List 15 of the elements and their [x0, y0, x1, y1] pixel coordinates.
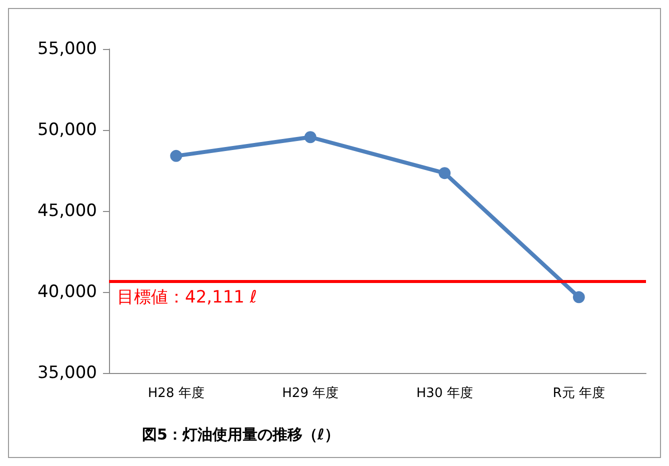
text: 図5：灯油使用量の推移（ℓ） [142, 426, 340, 444]
y-tick-label: 55,000 [38, 39, 97, 59]
point [438, 167, 451, 180]
x-tick-label: R元 年度 [552, 385, 605, 401]
point [304, 131, 316, 144]
y-tick-label: 35,000 [38, 363, 97, 383]
y-tick-label: 45,000 [38, 201, 97, 221]
y-tick-label: 50,000 [38, 120, 97, 140]
x-tick-label: H30 年度 [416, 385, 473, 401]
x-tick-label: H29 年度 [282, 385, 339, 401]
point [572, 291, 585, 304]
ref-line-label: 目標値：42,111 ℓ [117, 288, 257, 308]
y-tick-label: 40,000 [38, 282, 97, 302]
x-tick-label: H28 年度 [148, 385, 204, 401]
point [170, 150, 182, 162]
